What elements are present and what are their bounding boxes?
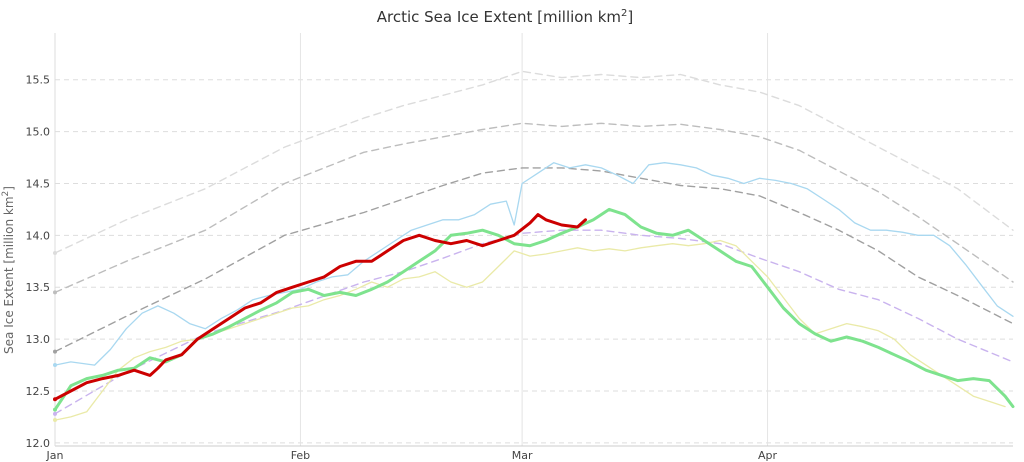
series-line-0: [54, 70, 1014, 254]
y-tick-label: 14.5: [26, 177, 51, 190]
series-start-marker: [53, 397, 57, 402]
series-start-marker: [53, 418, 57, 423]
y-tick-label: 14.0: [26, 229, 51, 242]
y-tick-label: 15.0: [26, 126, 51, 139]
x-tick-label: Jan: [46, 449, 64, 462]
y-tick-label: 12.0: [26, 437, 51, 450]
series-line-1: [54, 122, 1014, 294]
series-layer: [53, 70, 1015, 423]
x-tick-label: Feb: [291, 449, 310, 462]
series-line-3: [54, 229, 1014, 415]
series-line-7: [53, 213, 587, 401]
series-start-marker: [53, 250, 57, 255]
series-line-4: [54, 162, 1014, 366]
axes: [54, 33, 1013, 447]
series-start-marker: [53, 363, 57, 368]
series-start-marker: [53, 411, 57, 416]
y-tick-label: 13.5: [26, 281, 51, 294]
x-tick-label: Apr: [758, 449, 778, 462]
series-line-6: [53, 207, 1015, 412]
y-tick-label: 15.5: [26, 74, 51, 87]
y-gridlines: [55, 79, 1013, 444]
y-axis-label: Sea Ice Extent [million km2]: [1, 186, 16, 354]
x-tick-label: Mar: [512, 449, 533, 462]
series-start-marker: [53, 407, 57, 412]
series-start-marker: [53, 290, 57, 295]
y-tick-labels: 12.0 12.5 13.0 13.5 14.0 14.5 15.0 15.5: [26, 74, 51, 450]
series-start-marker: [53, 349, 57, 354]
x-tick-labels: Jan Feb Mar Apr: [46, 449, 778, 462]
y-tick-label: 12.5: [26, 385, 51, 398]
y-tick-label: 13.0: [26, 333, 51, 346]
chart-title: Arctic Sea Ice Extent [million km2]: [377, 8, 634, 26]
